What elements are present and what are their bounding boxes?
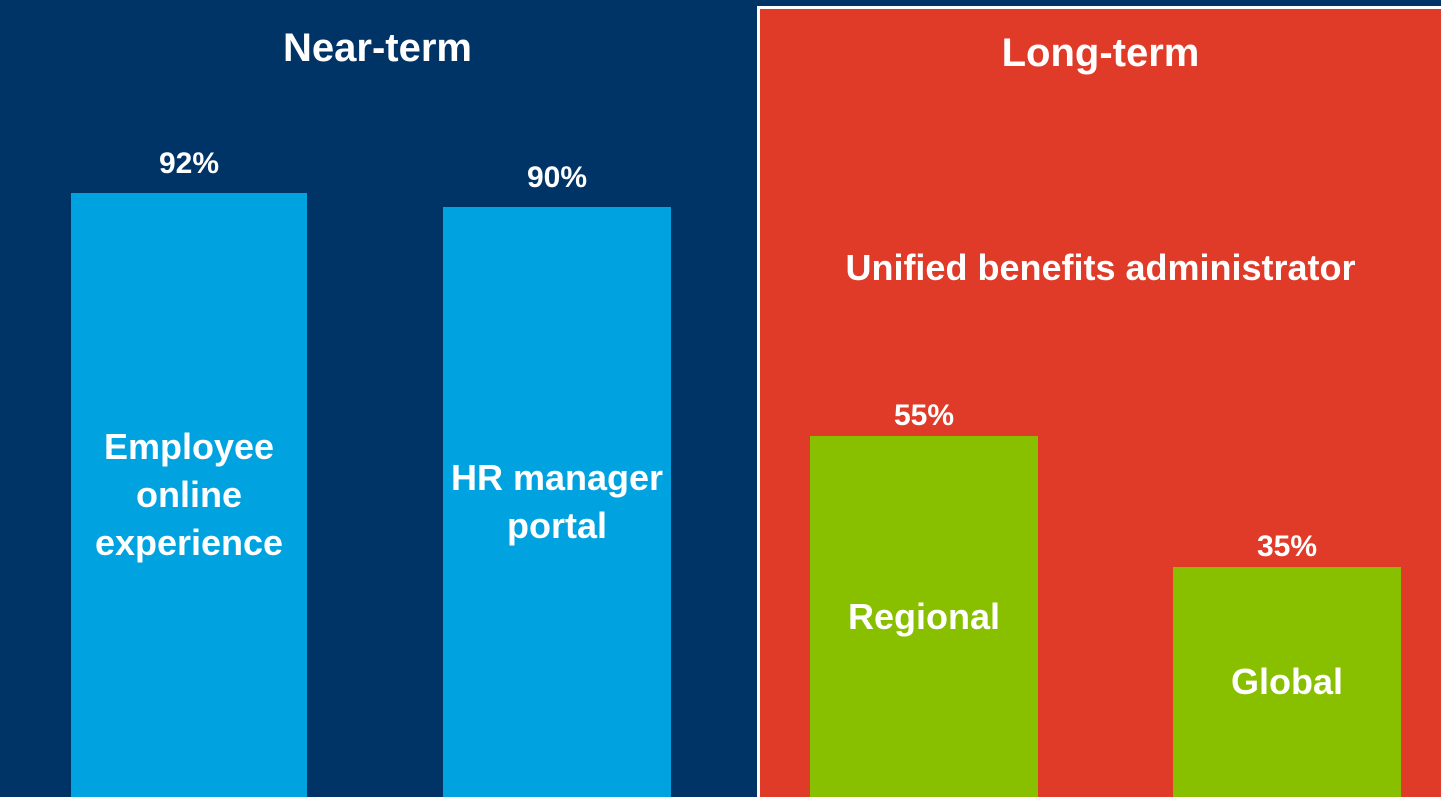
bar: Global bbox=[1173, 567, 1401, 797]
chart-title: Long-term bbox=[1001, 31, 1200, 75]
bar: HR manager portal bbox=[443, 206, 671, 797]
bar: Regional bbox=[810, 436, 1038, 797]
bar: Employee online experience bbox=[71, 193, 307, 797]
chart-panel: Long-term Unified benefits administrator R… bbox=[757, 6, 1441, 797]
chart-subtitle: Unified benefits administrator bbox=[845, 247, 1356, 288]
category-label: Global bbox=[1230, 661, 1343, 703]
chart-panel: Near-term Employee online experience 92% HR… bbox=[71, 26, 671, 797]
category-label: Employee online experience bbox=[94, 426, 284, 564]
value-label: 55% bbox=[893, 399, 955, 433]
category-label: Regional bbox=[847, 595, 1000, 637]
chart-title: Near-term bbox=[283, 26, 472, 70]
value-label: 92% bbox=[158, 147, 220, 181]
value-label: 35% bbox=[1256, 530, 1318, 564]
category-label: HR manager portal bbox=[450, 456, 664, 546]
value-label: 90% bbox=[526, 160, 588, 194]
